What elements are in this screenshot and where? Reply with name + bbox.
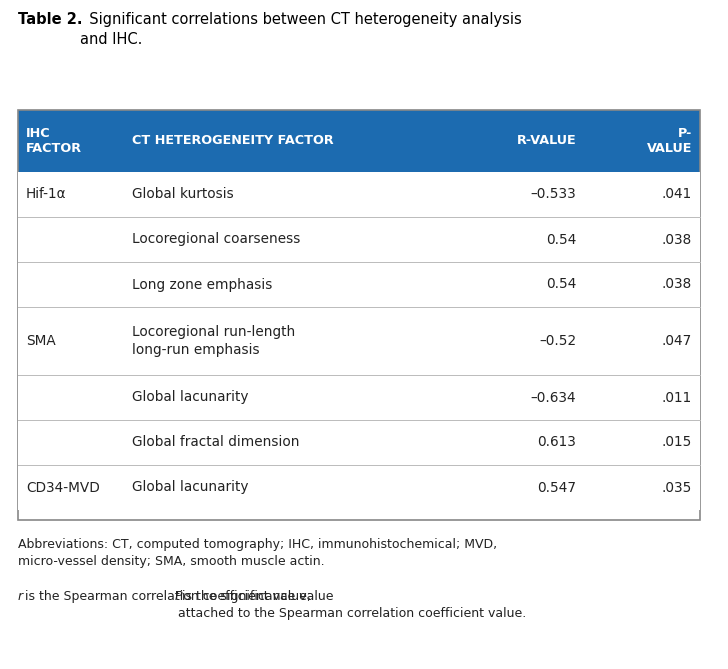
Bar [18, 375, 700, 420]
Text: IHC
FACTOR: IHC FACTOR [26, 126, 82, 155]
Text: CT HETEROGENEITY FACTOR: CT HETEROGENEITY FACTOR [132, 134, 333, 147]
Text: –0.533: –0.533 [530, 187, 576, 201]
Text: CD34-MVD: CD34-MVD [26, 480, 100, 494]
Text: R-VALUE: R-VALUE [516, 134, 576, 147]
Text: Locoregional run-length
long-run emphasis: Locoregional run-length long-run emphasi… [132, 325, 295, 357]
Text: is the significance value
attached to the Spearman correlation coefficient value: is the significance value attached to th… [178, 590, 526, 620]
Bar [18, 262, 700, 307]
Text: .011: .011 [662, 391, 692, 405]
Text: Table 2.: Table 2. [18, 12, 82, 27]
Text: P-
VALUE: P- VALUE [646, 126, 692, 155]
Bar [18, 110, 700, 172]
Text: is the Spearman correlation coefficient value;: is the Spearman correlation coefficient … [21, 590, 315, 603]
Text: .041: .041 [662, 187, 692, 201]
Text: r: r [18, 590, 23, 603]
Text: Global lacunarity: Global lacunarity [132, 480, 248, 494]
Text: Locoregional coarseness: Locoregional coarseness [132, 233, 300, 246]
Text: Hif-1α: Hif-1α [26, 187, 67, 201]
Text: Abbreviations: CT, computed tomography; IHC, immunohistochemical; MVD,
micro-ves: Abbreviations: CT, computed tomography; … [18, 538, 497, 568]
Text: –0.52: –0.52 [539, 334, 576, 348]
Text: 0.54: 0.54 [546, 233, 576, 246]
Text: –0.634: –0.634 [531, 391, 576, 405]
Text: 0.547: 0.547 [537, 480, 576, 494]
Bar [18, 420, 700, 465]
Text: Significant correlations between CT heterogeneity analysis
and IHC.: Significant correlations between CT hete… [80, 12, 522, 47]
Text: P: P [175, 590, 182, 603]
Bar [18, 217, 700, 262]
Text: SMA: SMA [26, 334, 56, 348]
Text: .047: .047 [662, 334, 692, 348]
Text: .038: .038 [662, 278, 692, 292]
Bar [18, 307, 700, 375]
Text: 0.613: 0.613 [537, 436, 576, 450]
Bar [18, 172, 700, 217]
Text: Global kurtosis: Global kurtosis [132, 187, 234, 201]
Text: Global lacunarity: Global lacunarity [132, 391, 248, 405]
Text: .015: .015 [662, 436, 692, 450]
Text: .038: .038 [662, 233, 692, 246]
Text: Global fractal dimension: Global fractal dimension [132, 436, 299, 450]
Text: 0.54: 0.54 [546, 278, 576, 292]
Text: .035: .035 [662, 480, 692, 494]
Bar [18, 110, 700, 520]
Text: Long zone emphasis: Long zone emphasis [132, 278, 272, 292]
Bar [18, 465, 700, 510]
